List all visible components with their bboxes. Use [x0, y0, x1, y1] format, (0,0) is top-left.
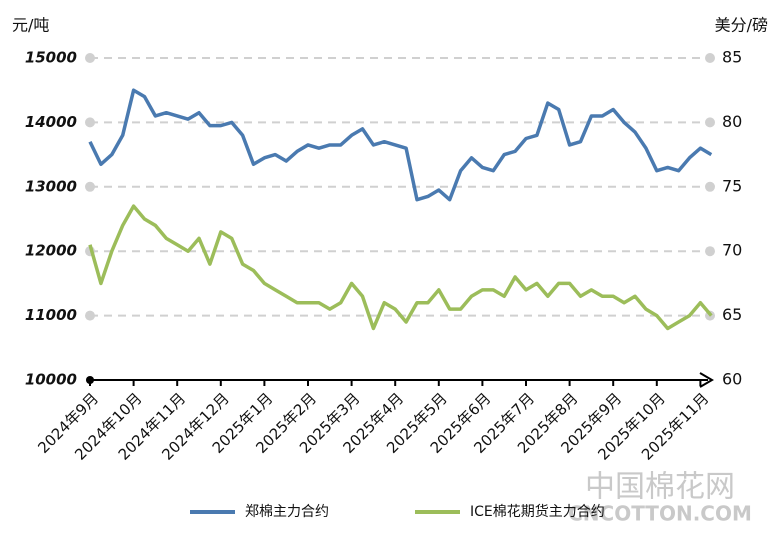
y-tick-label: 10000 — [25, 371, 77, 389]
y2-axis-label: 美分/磅 — [715, 16, 768, 35]
y2-tick-label: 85 — [722, 48, 742, 67]
watermark: 中国棉花网 — [585, 470, 735, 505]
y2-tick-label: 75 — [722, 176, 742, 195]
y-tick-label: 15000 — [25, 49, 77, 67]
axis-arrow — [699, 372, 714, 388]
tick-dot — [705, 117, 715, 128]
tick-dot — [705, 53, 715, 63]
y2-tick-label: 65 — [722, 305, 742, 324]
tick-dot — [705, 246, 715, 257]
y-axis-label: 元/吨 — [12, 16, 49, 35]
series-line — [88, 204, 713, 331]
tick-dot — [705, 181, 715, 192]
y-tick-label: 14000 — [25, 113, 77, 131]
legend-label: ICE棉花期货主力合约 — [470, 503, 605, 520]
y2-tick-label: 60 — [722, 370, 742, 389]
tick-dot — [85, 117, 95, 128]
tick-dot — [85, 181, 95, 192]
y2-tick-label: 80 — [722, 112, 742, 131]
y-tick-label: 12000 — [25, 242, 77, 260]
series-line — [88, 88, 713, 202]
watermark: CNCOTTON.COM — [568, 502, 752, 526]
tick-dot — [85, 310, 95, 321]
tick-dot — [85, 53, 95, 63]
y-tick-label: 11000 — [25, 306, 77, 324]
y2-tick-label: 70 — [722, 241, 742, 260]
legend-label: 郑棉主力合约 — [245, 503, 329, 520]
y-tick-label: 13000 — [25, 177, 77, 195]
